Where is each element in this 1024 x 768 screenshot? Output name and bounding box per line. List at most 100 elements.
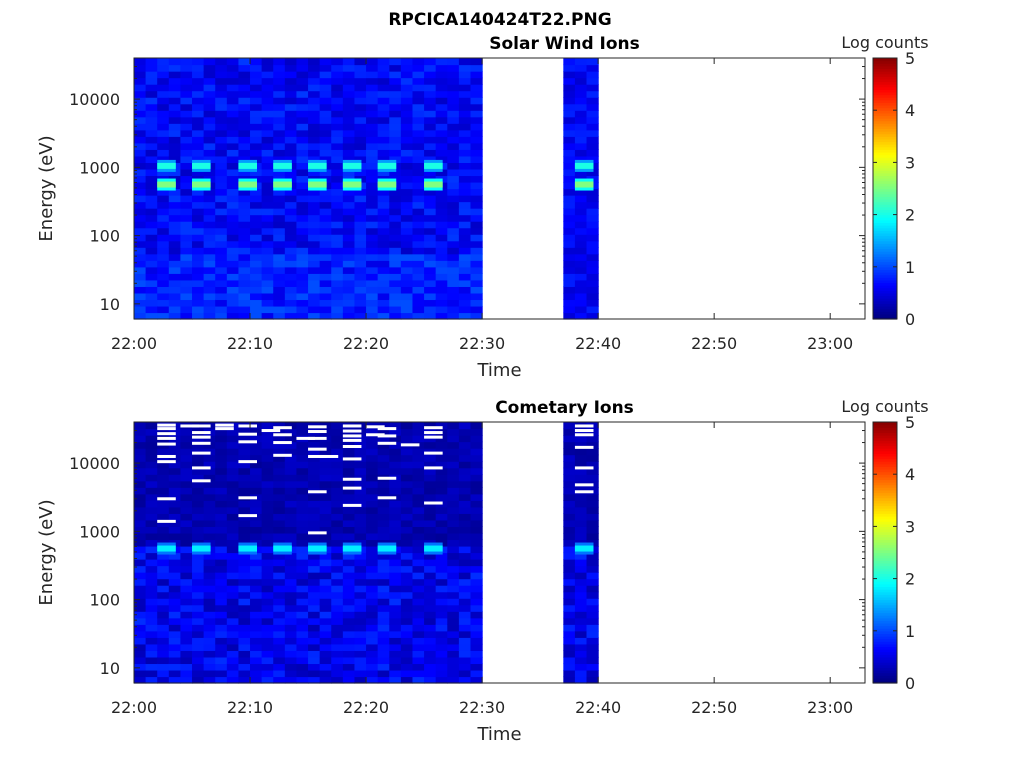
heatmap-cell xyxy=(203,572,216,580)
heatmap-cell xyxy=(215,286,228,294)
heatmap-cell xyxy=(563,441,576,449)
heatmap-cell xyxy=(354,103,367,111)
heatmap-cell xyxy=(261,253,274,261)
heatmap-cell xyxy=(424,64,437,72)
heatmap-cell xyxy=(447,123,460,131)
colorbar-segment xyxy=(873,131,897,135)
heatmap-cell xyxy=(447,227,460,235)
heatmap-cell xyxy=(319,58,332,66)
heatmap-cell xyxy=(296,312,309,320)
heatmap-cell xyxy=(238,656,251,665)
heatmap-cell xyxy=(447,474,460,482)
heatmap-cell xyxy=(389,676,402,684)
heatmap-cell xyxy=(319,552,332,560)
heatmap-cell xyxy=(215,136,228,144)
heatmap-cell xyxy=(377,552,390,560)
heatmap-cell xyxy=(366,532,379,541)
heatmap-cell xyxy=(389,195,402,203)
heatmap-cell xyxy=(215,559,228,567)
colorbar-segment xyxy=(873,63,897,67)
heatmap-cell xyxy=(563,559,576,567)
heatmap-cell xyxy=(574,506,588,514)
colorbar-segment xyxy=(873,144,897,148)
heatmap-cell xyxy=(192,578,205,586)
heatmap-cell xyxy=(319,493,332,501)
heatmap-cell xyxy=(447,663,460,671)
heatmap-cell xyxy=(470,188,483,196)
heatmap-cell xyxy=(342,611,356,619)
colorbar-segment xyxy=(873,211,897,216)
heatmap-cell xyxy=(238,234,251,242)
heatmap-cell xyxy=(226,493,240,501)
heatmap-cell xyxy=(574,221,588,229)
heatmap-cell xyxy=(145,617,158,625)
heatmap-cell xyxy=(389,448,402,456)
heatmap-cell xyxy=(366,663,379,671)
colorbar-segment xyxy=(873,157,897,161)
heatmap-cell xyxy=(180,129,193,137)
heatmap-cell xyxy=(458,585,472,593)
heatmap-cell xyxy=(377,643,390,651)
heatmap-cell xyxy=(435,253,448,261)
heatmap-cell xyxy=(284,136,298,144)
heatmap-cell xyxy=(308,292,321,301)
heatmap-cell xyxy=(331,480,344,488)
heatmap-cell xyxy=(563,578,576,586)
heatmap-cell xyxy=(168,84,182,92)
heatmap-cell xyxy=(157,474,170,482)
heatmap-cell xyxy=(331,617,344,625)
heatmap-cell xyxy=(331,208,344,216)
heatmap-cell xyxy=(400,454,414,462)
heatmap-cell xyxy=(319,643,332,651)
heatmap-cell xyxy=(319,461,332,469)
heatmap-cell xyxy=(458,84,472,92)
heatmap-cell xyxy=(447,545,460,554)
heatmap-cell xyxy=(389,155,402,164)
heatmap-cell xyxy=(145,286,158,294)
heatmap-cell xyxy=(180,435,193,443)
heatmap-cell xyxy=(342,136,356,144)
heatmap-cell xyxy=(250,480,263,488)
heatmap-cell xyxy=(424,663,437,671)
heatmap-cell xyxy=(435,630,448,638)
heatmap-cell xyxy=(284,637,298,645)
heatmap-cell xyxy=(273,247,286,255)
heatmap-cell xyxy=(447,279,460,287)
heatmap-cell xyxy=(563,312,576,320)
gap-mark xyxy=(377,496,397,500)
heatmap-cell xyxy=(458,545,472,554)
heatmap-cell xyxy=(250,260,263,268)
heatmap-cell xyxy=(342,286,356,294)
colorbar-segment xyxy=(873,630,897,635)
heatmap-cell xyxy=(284,273,298,281)
heatmap-cell xyxy=(308,676,321,684)
colorbar-segment xyxy=(873,680,897,684)
heatmap-cell xyxy=(470,539,483,547)
heatmap-cell xyxy=(134,513,147,521)
heatmap-cell xyxy=(180,552,193,560)
heatmap-cell xyxy=(168,637,182,645)
heatmap-cell xyxy=(226,273,240,281)
heatmap-cell xyxy=(354,123,367,131)
heatmap-cell xyxy=(435,669,448,678)
heatmap-cell xyxy=(215,312,228,320)
heatmap-cell xyxy=(458,559,472,567)
heatmap-cell xyxy=(145,305,158,314)
heatmap-cell xyxy=(458,598,472,606)
heatmap-cell xyxy=(145,500,158,508)
heatmap-cell xyxy=(400,84,414,92)
heatmap-cell xyxy=(424,656,437,665)
heatmap-cell xyxy=(586,168,599,177)
heatmap-cell xyxy=(145,637,158,645)
heatmap-cell xyxy=(180,286,193,294)
heatmap-cell xyxy=(273,136,286,144)
heatmap-cell xyxy=(331,253,344,261)
heatmap-cell xyxy=(319,448,332,456)
heatmap-cell xyxy=(308,624,321,632)
heatmap-cell xyxy=(284,656,298,665)
heatmap-cell xyxy=(168,480,182,488)
band-mark-core xyxy=(424,181,443,188)
energy-bands xyxy=(157,159,594,191)
heatmap-cell xyxy=(563,253,576,261)
